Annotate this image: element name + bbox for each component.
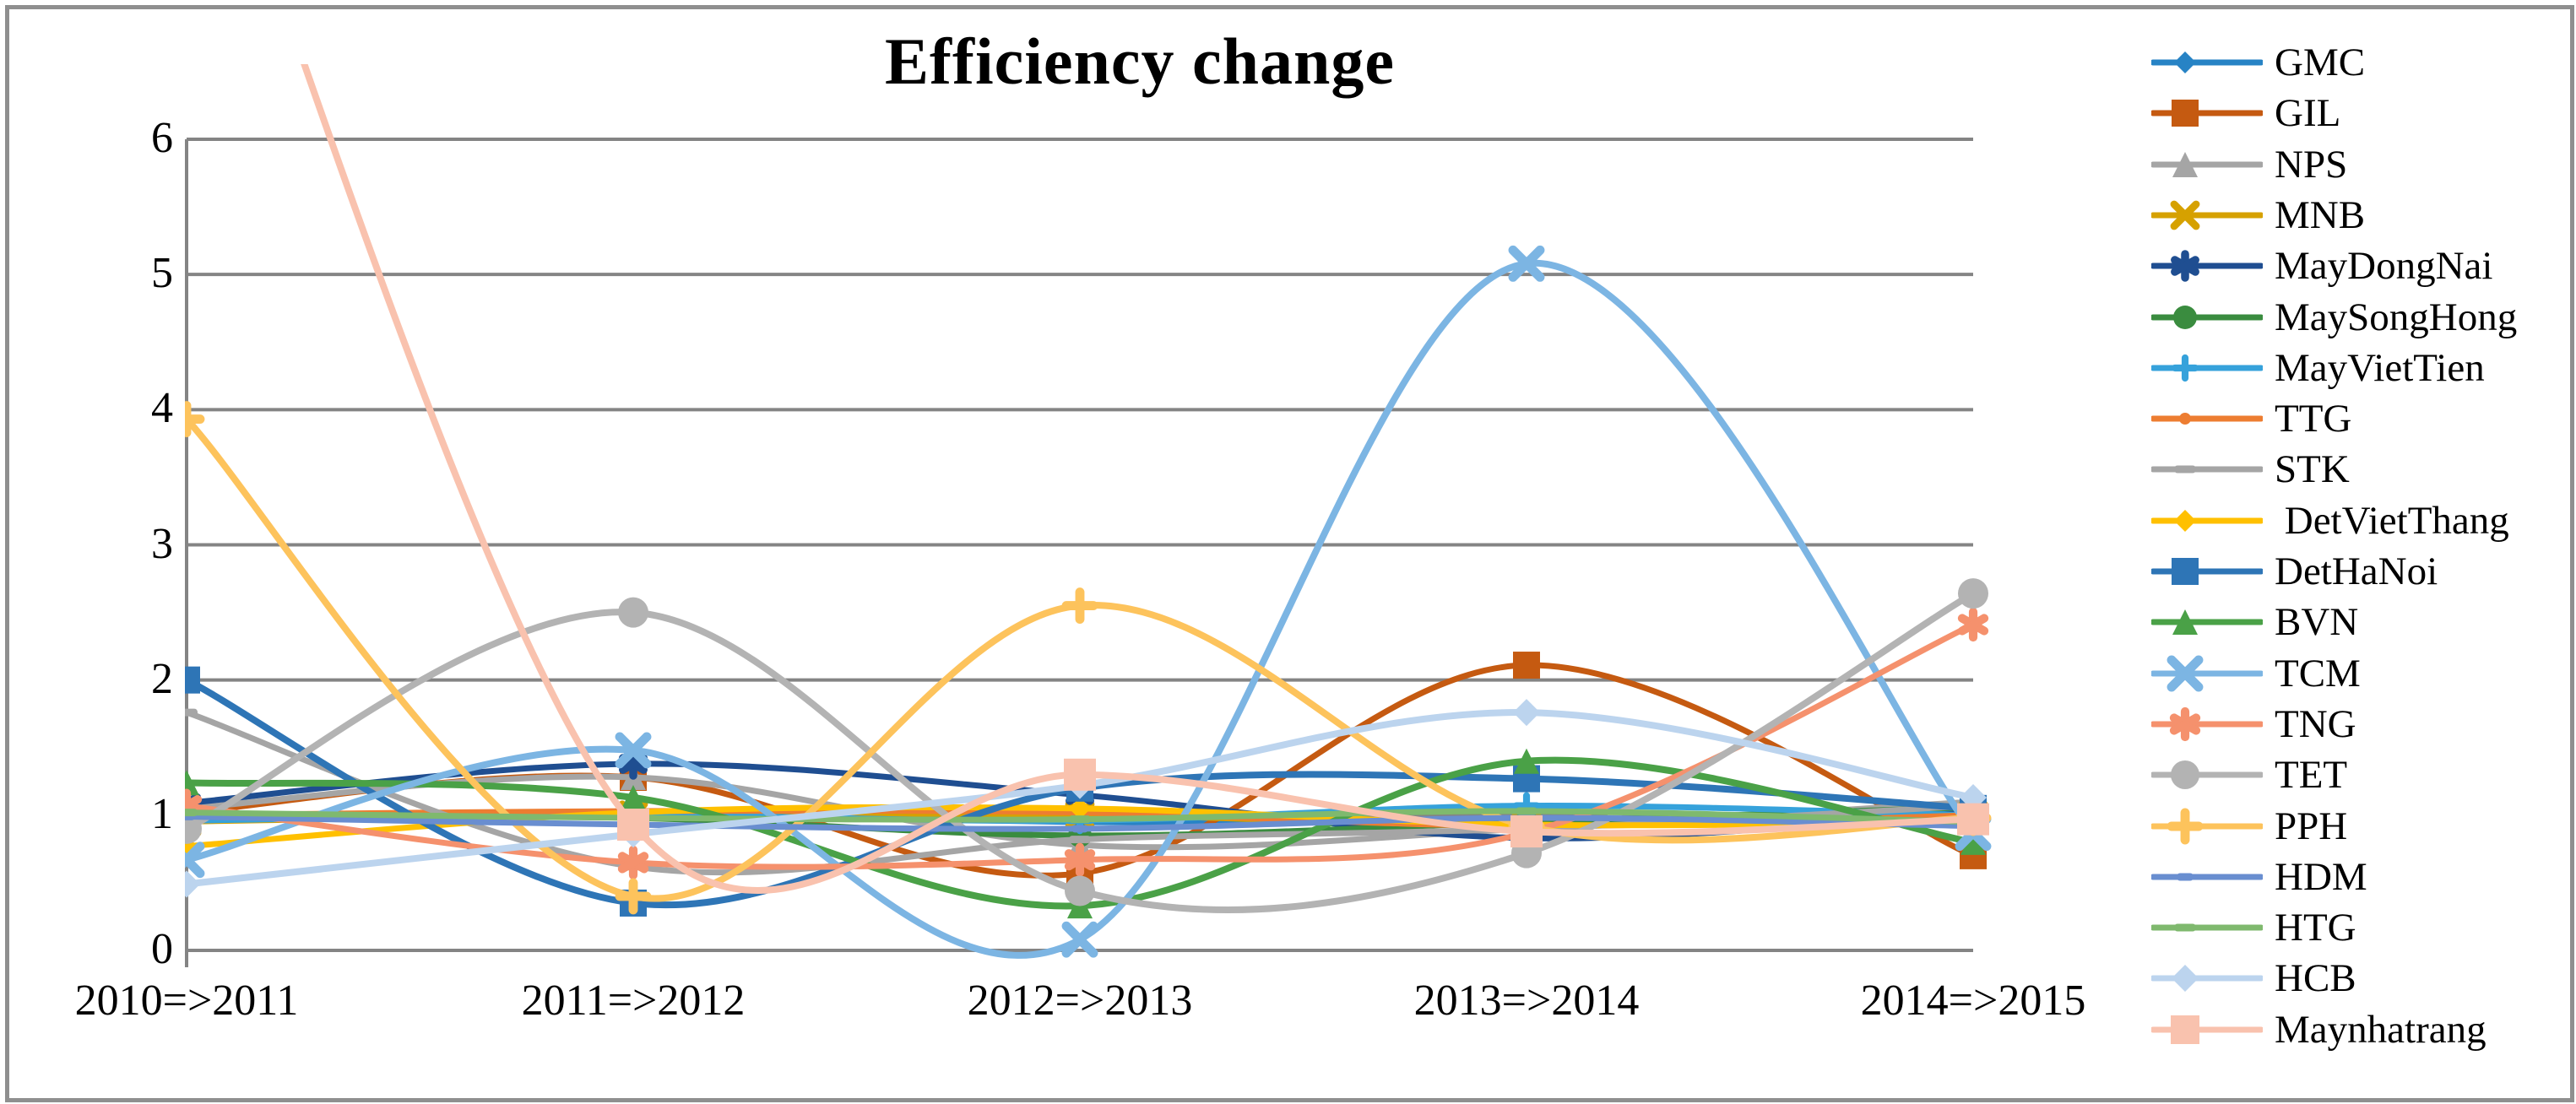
legend-label-PPH: PPH (2275, 804, 2348, 848)
legend-item-Maynhatrang: Maynhatrang (2151, 1006, 2487, 1053)
legend-item-MayDongNai: MayDongNai (2151, 242, 2492, 290)
y-tick-label-0: 0 (151, 925, 173, 973)
series-line-PPH (185, 415, 1977, 902)
series-line-Maynhatrang (301, 64, 1977, 894)
series-markers-Maynhatrang (617, 758, 1989, 848)
legend-label-MaySongHong: MaySongHong (2275, 295, 2518, 339)
legend-swatch-STK (2151, 465, 2263, 474)
legend-item-TNG: TNG (2151, 701, 2356, 748)
legend-swatch-HTG (2151, 923, 2263, 932)
legend-item-GIL: GIL (2151, 89, 2340, 137)
legend-swatch-TTG (2151, 413, 2263, 425)
legend-label-MNB: MNB (2275, 192, 2366, 237)
legend-swatch-MNB (2151, 200, 2263, 230)
y-tick-label-3: 3 (151, 519, 173, 568)
legend-swatch-DetHaNoi (2151, 558, 2263, 585)
legend-item-DetHaNoi: DetHaNoi (2151, 548, 2438, 595)
legend-swatch-TCM (2151, 655, 2263, 692)
legend-item-HTG: HTG (2151, 904, 2356, 951)
legend-label-GIL: GIL (2275, 91, 2341, 136)
chart-outer-frame (5, 5, 2574, 1102)
x-tick-label-3: 2013=>2014 (1413, 977, 1640, 1025)
chart-title: Efficiency change (884, 24, 1396, 98)
legend-swatch-PPH (2151, 808, 2263, 844)
legend-item-PPH: PPH (2151, 803, 2347, 850)
legend-item-MaySongHong: MaySongHong (2151, 294, 2517, 341)
legend-item-STK: STK (2151, 446, 2350, 493)
legend-label-STK: STK (2275, 447, 2350, 492)
legend-label-HTG: HTG (2275, 906, 2356, 950)
legend-swatch-TNG (2151, 706, 2263, 741)
series-group (185, 64, 1992, 959)
legend-label-TTG: TTG (2275, 397, 2352, 441)
series-line-TCM (185, 260, 1977, 959)
legend-swatch-HDM (2151, 873, 2263, 881)
legend-item-TTG: TTG (2151, 395, 2351, 442)
legend-label-TCM: TCM (2275, 651, 2361, 695)
legend-label-TET: TET (2275, 753, 2348, 798)
legend-swatch-MayDongNai (2151, 250, 2263, 282)
series-Maynhatrang (301, 64, 1989, 894)
legend-label-GMC: GMC (2275, 41, 2366, 84)
legend-label-MayDongNai: MayDongNai (2275, 244, 2493, 289)
legend-swatch-MayVietTien (2151, 354, 2263, 382)
legend-label-BVN: BVN (2275, 600, 2359, 645)
legend-item-TCM: TCM (2151, 650, 2361, 697)
legend-label-TNG: TNG (2275, 701, 2356, 746)
legend-item-BVN: BVN (2151, 598, 2358, 646)
legend-item-HCB: HCB (2151, 955, 2356, 1002)
x-tick-label-2: 2012=>2013 (967, 977, 1193, 1025)
legend-item-DetVietThang: DetVietThang (2151, 497, 2509, 544)
legend-label-MayVietTien: MayVietTien (2275, 345, 2485, 390)
series-markers-TET (185, 578, 1988, 906)
legend-label-DetVietThang: DetVietThang (2275, 498, 2509, 543)
y-tick-label-4: 4 (151, 384, 173, 433)
series-markers-BVN (185, 748, 1986, 919)
legend-label-DetHaNoi: DetHaNoi (2275, 549, 2438, 593)
legend-swatch-TET (2151, 760, 2263, 790)
legend-swatch-MaySongHong (2151, 305, 2263, 329)
legend-swatch-BVN (2151, 609, 2263, 636)
legend-item-MNB: MNB (2151, 192, 2365, 239)
legend-label-NPS: NPS (2275, 142, 2348, 187)
legend-label-HCB: HCB (2275, 956, 2356, 1001)
y-tick-label-5: 5 (151, 249, 173, 298)
y-tick-label-6: 6 (151, 114, 173, 162)
x-tick-label-0: 2010=>2011 (74, 977, 299, 1025)
legend-label-Maynhatrang: Maynhatrang (2275, 1007, 2487, 1052)
y-tick-label-1: 1 (151, 789, 173, 838)
legend-item-GMC: GMC (2151, 39, 2365, 86)
series-TET (185, 578, 1988, 914)
legend-item-NPS: NPS (2151, 141, 2347, 188)
legend-item-MayVietTien: MayVietTien (2151, 344, 2485, 392)
x-tick-label-1: 2011=>2012 (521, 977, 746, 1025)
legend-swatch-DetVietThang (2151, 509, 2263, 532)
legend-label-HDM: HDM (2275, 854, 2367, 899)
legend-item-HDM: HDM (2151, 853, 2367, 901)
legend-swatch-GIL (2151, 100, 2263, 127)
legend-swatch-HCB (2151, 965, 2263, 993)
legend-swatch-GMC (2151, 51, 2263, 73)
legend-swatch-Maynhatrang (2151, 1015, 2263, 1044)
legend-swatch-NPS (2151, 151, 2263, 177)
legend-item-TET: TET (2151, 751, 2347, 798)
y-tick-label-2: 2 (151, 654, 173, 703)
x-tick-label-4: 2014=>2015 (1860, 977, 2086, 1025)
